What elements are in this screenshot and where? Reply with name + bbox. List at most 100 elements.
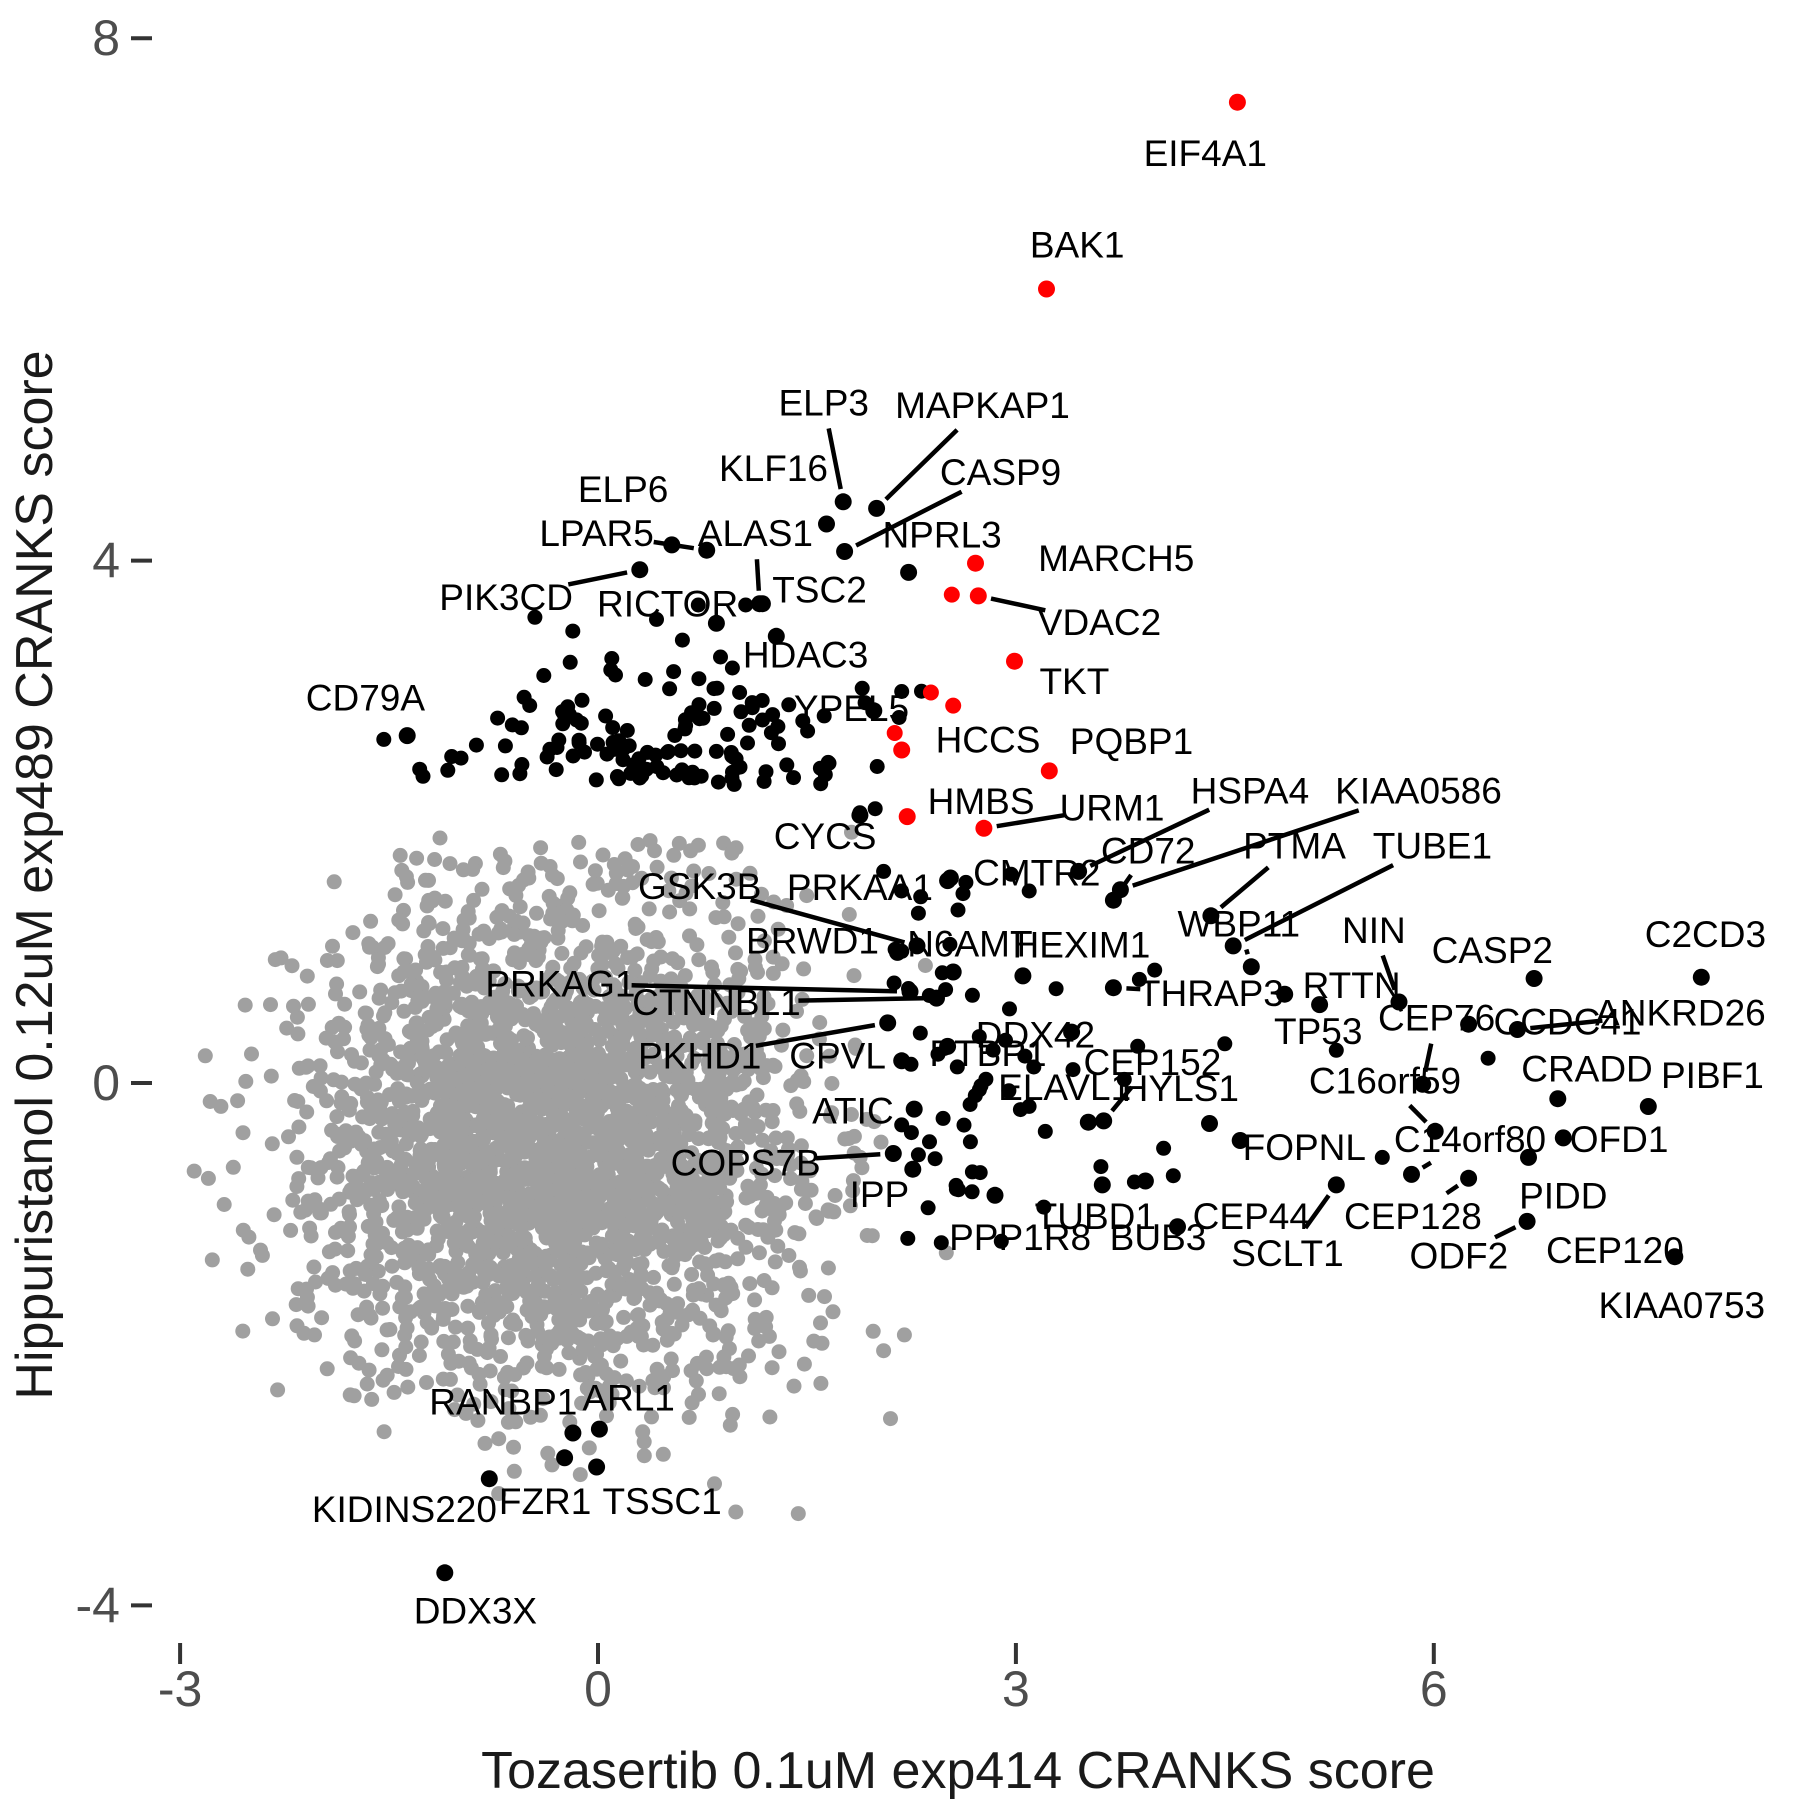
background-point — [356, 1283, 372, 1299]
background-point — [627, 962, 643, 978]
gene-dot-THRAP3 — [1104, 979, 1122, 997]
background-point — [481, 931, 497, 947]
background-point — [750, 1222, 766, 1237]
significant-point — [816, 708, 832, 724]
background-point — [510, 1111, 525, 1127]
significant-point — [1036, 1199, 1052, 1215]
background-point — [494, 986, 510, 1002]
background-point — [842, 1198, 858, 1214]
background-point — [428, 985, 444, 1001]
background-point — [357, 1267, 373, 1282]
background-point — [472, 1376, 488, 1392]
background-point — [444, 1286, 460, 1302]
gene-label-THRAP3: THRAP3 — [1138, 973, 1284, 1014]
significant-point — [949, 1059, 965, 1075]
background-point — [604, 1276, 620, 1292]
leader-line-URM1 — [996, 812, 1065, 829]
background-point — [669, 1082, 685, 1098]
background-point — [764, 1114, 780, 1130]
leader-line-C16orf59 — [1408, 1103, 1428, 1124]
gene-dot-ELAVL1 — [1079, 1113, 1097, 1131]
significant-point — [985, 1042, 1001, 1058]
background-point — [521, 941, 537, 957]
background-point — [656, 1062, 672, 1078]
significant-point — [548, 762, 564, 778]
background-point — [691, 1236, 706, 1252]
background-point — [824, 1076, 840, 1091]
background-point — [655, 1446, 671, 1462]
background-point — [581, 1250, 597, 1266]
background-point — [397, 1327, 413, 1343]
background-point — [603, 1136, 619, 1151]
background-point — [238, 1073, 254, 1089]
background-point — [442, 856, 458, 872]
background-point — [334, 1074, 349, 1090]
gene-label-RTTN: RTTN — [1303, 965, 1401, 1006]
gene-label-C2CD3: C2CD3 — [1645, 914, 1766, 955]
background-point — [578, 1365, 594, 1380]
background-point — [435, 921, 451, 937]
background-point — [580, 1303, 596, 1319]
gene-dot-TSSC1 — [588, 1458, 606, 1476]
background-point — [508, 887, 524, 903]
background-point — [731, 1047, 747, 1063]
background-point — [561, 1137, 577, 1153]
background-point — [379, 1159, 395, 1175]
background-point — [634, 870, 650, 886]
background-point — [302, 1220, 318, 1236]
significant-point — [869, 759, 885, 774]
leader-line-MAPKAP1 — [884, 428, 959, 501]
background-point — [506, 926, 522, 942]
gene-dot-DDX3X — [436, 1564, 454, 1582]
significant-point — [1116, 1071, 1132, 1087]
significant-point — [913, 889, 929, 905]
background-point — [536, 1065, 552, 1081]
background-point — [681, 1121, 697, 1137]
significant-point — [724, 660, 740, 676]
background-point — [774, 956, 790, 972]
gene-label-KLF16: KLF16 — [719, 448, 828, 489]
background-point — [353, 1055, 369, 1071]
gene-dot-LPAR5 — [698, 541, 716, 559]
background-point — [545, 905, 561, 921]
gene-label-ODF2: ODF2 — [1410, 1235, 1509, 1276]
background-point — [630, 1279, 646, 1295]
background-point — [465, 1134, 481, 1150]
significant-point — [674, 632, 690, 648]
background-point — [483, 1061, 499, 1077]
background-point — [449, 1387, 465, 1403]
significant-point — [609, 769, 625, 784]
background-point — [323, 1196, 339, 1212]
background-point — [713, 1230, 729, 1246]
gene-label-C16orf59: C16orf59 — [1309, 1060, 1461, 1101]
background-point — [501, 1191, 517, 1207]
background-point — [398, 1136, 414, 1152]
significant-point — [738, 597, 754, 613]
background-point — [813, 1315, 828, 1331]
background-point — [646, 1006, 662, 1022]
background-point — [846, 968, 862, 984]
background-point — [522, 990, 537, 1005]
background-point — [591, 903, 607, 919]
leader-line-ODF2 — [1493, 1225, 1517, 1240]
gene-dot-PQBP1 — [1040, 762, 1058, 780]
background-point — [540, 1331, 556, 1347]
background-point — [427, 952, 443, 968]
significant-point — [1130, 1038, 1146, 1054]
background-point — [364, 1391, 380, 1407]
background-point — [712, 1180, 728, 1196]
background-point — [854, 1160, 870, 1176]
significant-point — [1012, 1102, 1028, 1118]
background-point — [541, 1226, 556, 1242]
background-point — [491, 1431, 507, 1447]
background-point — [481, 1315, 496, 1331]
gene-dot-DDX42 — [1063, 1023, 1081, 1041]
background-point — [287, 1093, 303, 1108]
y-axis-title: Hippuristanol 0.12uM exp489 CRANKS score — [6, 350, 64, 1399]
background-point — [837, 1131, 853, 1147]
background-point — [361, 1307, 377, 1323]
background-point — [622, 1108, 638, 1124]
significant-point — [588, 772, 604, 788]
background-point — [435, 940, 451, 956]
